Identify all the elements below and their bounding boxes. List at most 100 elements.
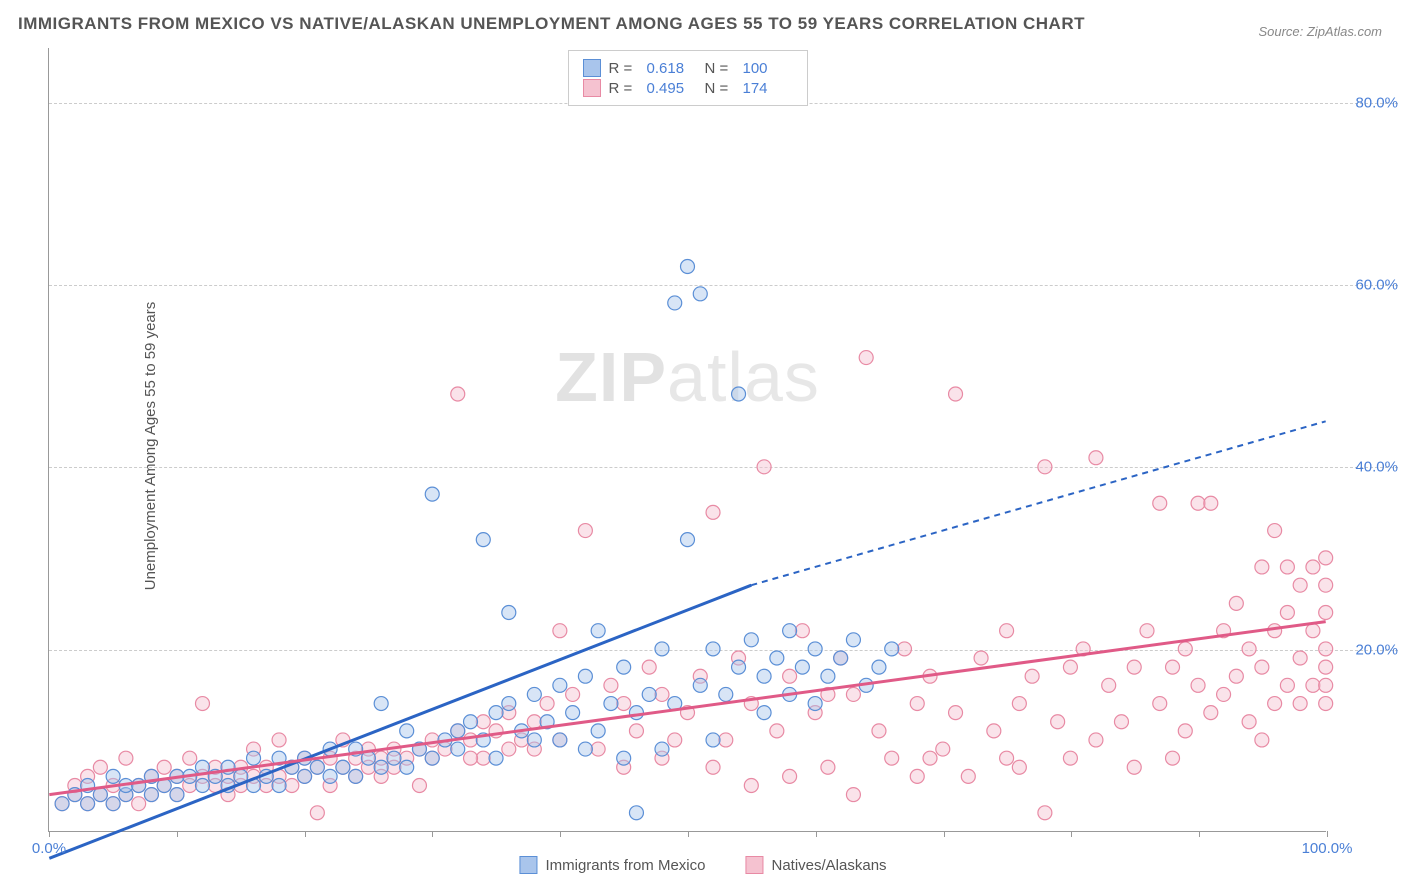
data-point: [872, 724, 886, 738]
data-point: [897, 642, 911, 656]
chart-title: IMMIGRANTS FROM MEXICO VS NATIVE/ALASKAN…: [18, 14, 1085, 34]
data-point: [476, 751, 490, 765]
data-point: [923, 751, 937, 765]
trend-line: [49, 585, 751, 858]
data-point: [1063, 751, 1077, 765]
data-point: [642, 660, 656, 674]
data-point: [808, 697, 822, 711]
legend-item: Immigrants from Mexico: [519, 856, 705, 874]
chart-svg: [49, 48, 1326, 831]
data-point: [540, 697, 554, 711]
y-tick-label: 40.0%: [1355, 459, 1398, 476]
data-point: [1000, 624, 1014, 638]
data-point: [617, 660, 631, 674]
data-point: [451, 724, 465, 738]
legend-label: Natives/Alaskans: [771, 857, 886, 874]
legend-item: Natives/Alaskans: [745, 856, 886, 874]
data-point: [1153, 697, 1167, 711]
data-point: [910, 697, 924, 711]
data-point: [1089, 451, 1103, 465]
data-point: [1293, 697, 1307, 711]
x-tick: [688, 831, 689, 837]
data-point: [885, 642, 899, 656]
data-point: [872, 660, 886, 674]
data-point: [527, 733, 541, 747]
data-point: [1114, 715, 1128, 729]
legend-r-label: R =: [609, 60, 639, 77]
x-tick-label: 100.0%: [1302, 840, 1353, 857]
data-point: [629, 724, 643, 738]
data-point: [1178, 642, 1192, 656]
data-point: [502, 697, 516, 711]
data-point: [783, 669, 797, 683]
data-point: [374, 697, 388, 711]
data-point: [1178, 724, 1192, 738]
data-point: [693, 678, 707, 692]
data-point: [1293, 578, 1307, 592]
data-point: [1319, 605, 1333, 619]
data-point: [336, 760, 350, 774]
data-point: [706, 760, 720, 774]
legend-swatch: [583, 59, 601, 77]
data-point: [183, 751, 197, 765]
data-point: [1255, 560, 1269, 574]
legend-swatch: [583, 79, 601, 97]
data-point: [106, 797, 120, 811]
data-point: [81, 797, 95, 811]
data-point: [553, 678, 567, 692]
data-point: [310, 806, 324, 820]
data-point: [1191, 496, 1205, 510]
data-point: [1038, 460, 1052, 474]
data-point: [693, 287, 707, 301]
data-point: [668, 733, 682, 747]
data-point: [1268, 624, 1282, 638]
legend-r-value: 0.618: [647, 60, 697, 77]
data-point: [706, 733, 720, 747]
data-point: [1089, 733, 1103, 747]
data-point: [195, 778, 209, 792]
data-point: [1268, 697, 1282, 711]
data-point: [629, 706, 643, 720]
data-point: [451, 742, 465, 756]
legend-r-label: R =: [609, 80, 639, 97]
data-point: [974, 651, 988, 665]
data-point: [1280, 605, 1294, 619]
data-point: [604, 678, 618, 692]
data-point: [566, 687, 580, 701]
data-point: [910, 769, 924, 783]
data-point: [770, 651, 784, 665]
data-point: [1217, 687, 1231, 701]
data-point: [642, 687, 656, 701]
data-point: [298, 769, 312, 783]
x-tick: [1071, 831, 1072, 837]
data-point: [1319, 660, 1333, 674]
data-point: [732, 387, 746, 401]
data-point: [591, 742, 605, 756]
data-point: [961, 769, 975, 783]
data-point: [285, 778, 299, 792]
data-point: [783, 769, 797, 783]
legend-row: R =0.495N =174: [583, 79, 793, 97]
data-point: [591, 724, 605, 738]
data-point: [489, 751, 503, 765]
data-point: [1153, 496, 1167, 510]
data-point: [502, 605, 516, 619]
correlation-legend: R =0.618N =100R =0.495N =174: [568, 50, 808, 106]
data-point: [617, 751, 631, 765]
legend-swatch: [745, 856, 763, 874]
data-point: [1306, 560, 1320, 574]
data-point: [578, 742, 592, 756]
y-tick-label: 20.0%: [1355, 641, 1398, 658]
series-legend: Immigrants from Mexico Natives/Alaskans: [519, 856, 886, 874]
plot-area: 20.0%40.0%60.0%80.0% ZIPatlas R =0.618N …: [48, 48, 1326, 832]
data-point: [1051, 715, 1065, 729]
data-point: [1306, 678, 1320, 692]
x-tick: [1327, 831, 1328, 837]
trend-line-dashed: [751, 421, 1325, 585]
data-point: [744, 778, 758, 792]
data-point: [706, 505, 720, 519]
data-point: [310, 760, 324, 774]
data-point: [527, 687, 541, 701]
data-point: [1000, 751, 1014, 765]
data-point: [949, 387, 963, 401]
